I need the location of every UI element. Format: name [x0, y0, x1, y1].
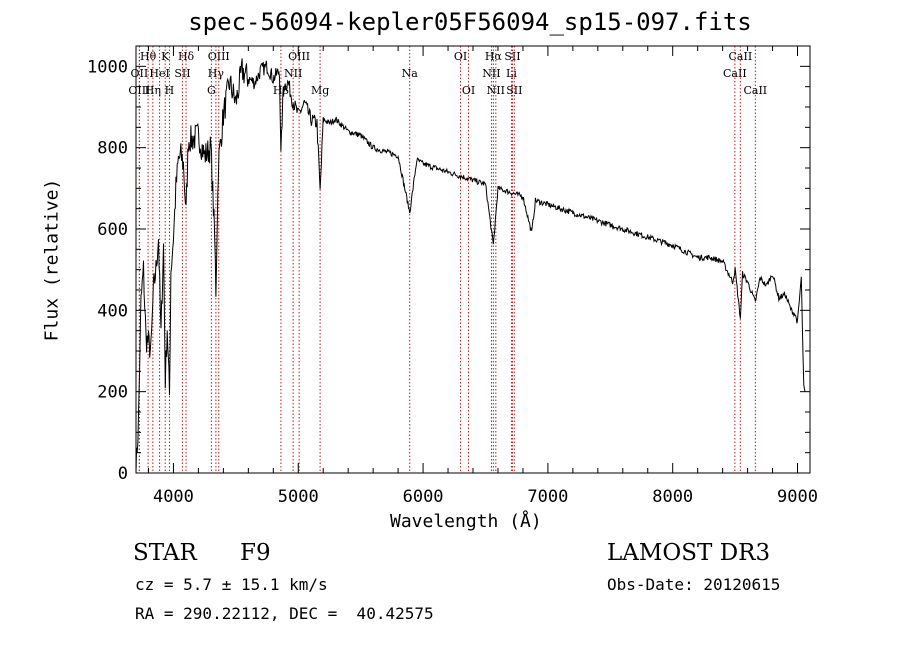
spectral-line-label: NII: [487, 84, 505, 97]
spectral-line-label: Hδ: [178, 50, 195, 63]
spectral-line-label: K: [161, 50, 170, 63]
redshift-info: cz = 5.7 ± 15.1 km/s: [135, 575, 328, 594]
spectral-line-label: OIII: [288, 50, 310, 63]
spectral-line-label: SII: [506, 84, 522, 97]
x-tick-label: 4000: [153, 487, 194, 507]
spectral-line-label: CaII: [723, 67, 747, 80]
spectral-line-label: OIII: [128, 84, 150, 97]
spectral-line-label: SII: [174, 67, 190, 80]
spectral-line-label: NII: [482, 67, 500, 80]
x-tick-label: 7000: [527, 487, 568, 507]
y-tick-label: 600: [97, 220, 128, 240]
y-tick-label: 200: [97, 383, 128, 403]
spectral-line-label: CaII: [729, 50, 753, 63]
spectral-line-label: G: [207, 84, 216, 97]
x-tick-label: 6000: [403, 487, 444, 507]
spectral-line-label: OI: [462, 84, 475, 97]
y-tick-label: 1000: [87, 57, 128, 77]
y-axis-label: Flux (relative): [41, 178, 63, 342]
y-tick-label: 0: [118, 464, 128, 484]
spectral-line-label: Li: [506, 67, 517, 80]
spectral-line-label: OI: [454, 50, 467, 63]
spectral-line-label: Mg: [311, 84, 329, 97]
y-tick-label: 800: [97, 139, 128, 159]
spectrum-series-line: [135, 58, 806, 474]
spectral-line-label: OIII: [208, 50, 230, 63]
chart-title: spec-56094-kepler05F56094_sp15-097.fits: [188, 8, 752, 36]
x-axis-label: Wavelength (Å): [390, 511, 542, 532]
spectral-line-label: OII: [131, 67, 149, 80]
spectral-line-label: Na: [402, 67, 419, 80]
plot-frame: [135, 45, 811, 474]
obs-date: Obs-Date: 20120615: [607, 575, 781, 594]
spectral-line-label: Hθ: [140, 50, 157, 63]
x-tick-label: 8000: [652, 487, 693, 507]
coordinates: RA = 290.22112, DEC = 40.42575: [135, 604, 434, 623]
spectral-line-label: Hγ: [208, 67, 225, 80]
x-tick-label: 9000: [777, 487, 818, 507]
object-class: STAR: [133, 540, 197, 566]
spectral-line-label: H: [165, 84, 175, 97]
spectral-line-label: SII: [504, 50, 520, 63]
spectral-line-label: NII: [284, 67, 302, 80]
y-tick-label: 400: [97, 301, 128, 321]
spectral-line-label: Hα: [485, 50, 503, 63]
object-subclass: F9: [240, 540, 271, 566]
spectral-line-label: HeI: [149, 67, 169, 80]
spectral-line-label: CaII: [743, 84, 767, 97]
data-release: LAMOST DR3: [607, 540, 771, 566]
x-tick-label: 5000: [278, 487, 319, 507]
spectral-line-label: Hη: [145, 84, 161, 97]
